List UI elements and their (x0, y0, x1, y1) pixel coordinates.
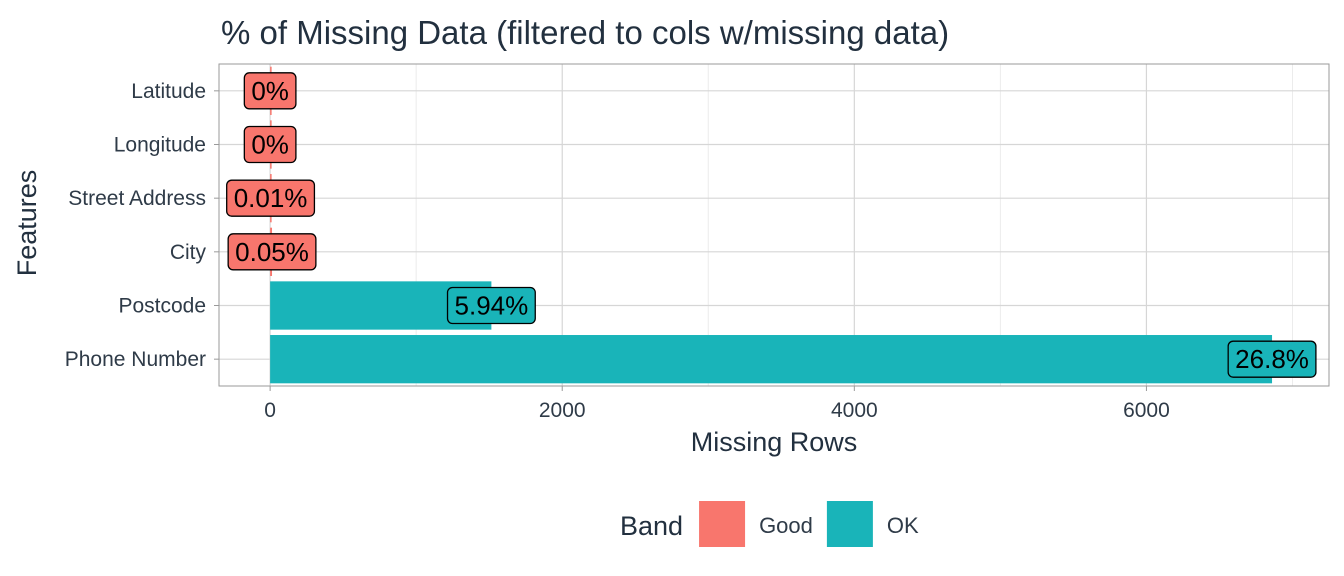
data-label-group: 0% (243, 72, 297, 110)
y-axis-ticks: Latitude Longitude Street Address City Postc… (65, 80, 219, 371)
y-tick-label: City (170, 241, 207, 264)
data-label-box (227, 233, 317, 271)
x-axis-ticks: 0 2000 4000 6000 (264, 386, 1170, 422)
data-label-group: 5.94% (446, 286, 536, 325)
legend-item-good: Good (699, 501, 813, 547)
data-label: 0% (251, 130, 289, 160)
plot-panel-border (218, 63, 1330, 387)
data-labels: 0% 0% 0.01% 0.05% 5.94% 26.8% (226, 72, 1317, 378)
x-tick-label: 6000 (1123, 399, 1170, 422)
data-label-group: 0.01% (226, 179, 316, 217)
data-label: 26.8% (1235, 344, 1309, 374)
legend-title: Band (620, 511, 683, 541)
bar (270, 335, 1273, 384)
legend-label: Good (759, 513, 813, 538)
bars (270, 66, 1273, 384)
data-label: 0.01% (234, 183, 308, 213)
x-tick-label: 0 (264, 399, 276, 422)
y-tick-label: Street Address (68, 187, 206, 210)
data-label-box (226, 179, 316, 217)
data-label-box (446, 286, 536, 325)
x-tick-label: 2000 (539, 399, 586, 422)
legend-items: Good OK (699, 501, 919, 547)
legend-item-ok: OK (826, 501, 919, 547)
x-axis-title: Missing Rows (691, 427, 858, 457)
data-label-group: 0.05% (227, 233, 317, 271)
y-axis-title: Features (12, 170, 42, 277)
data-label-box (1227, 340, 1317, 378)
x-tick-label: 4000 (831, 399, 878, 422)
legend-swatch (826, 501, 873, 547)
data-label-group: 26.8% (1227, 340, 1317, 378)
legend: Band Good OK (620, 501, 919, 547)
y-tick-label: Latitude (131, 80, 206, 103)
data-label-group: 0% (243, 125, 297, 164)
y-tick-label: Postcode (118, 295, 206, 318)
y-tick-label: Longitude (114, 134, 206, 157)
data-label: 0.05% (235, 237, 309, 267)
y-tick-label: Phone Number (65, 348, 206, 371)
legend-swatch (699, 501, 746, 547)
data-label-box (243, 125, 297, 164)
legend-label: OK (887, 513, 919, 538)
data-label: 5.94% (455, 291, 529, 321)
data-label-box (243, 72, 297, 110)
chart-title: % of Missing Data (filtered to cols w/mi… (221, 14, 949, 51)
data-label: 0% (251, 76, 289, 106)
